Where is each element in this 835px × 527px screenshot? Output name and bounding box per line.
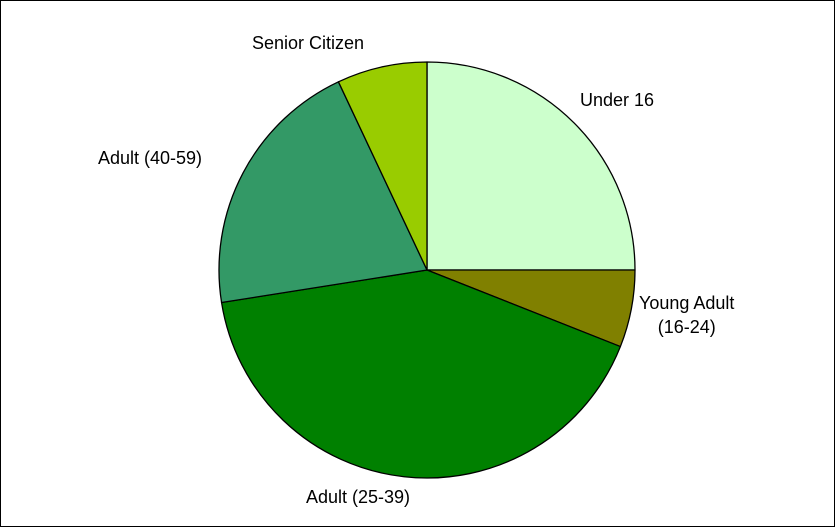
pie-slice-adult-40-59	[218, 81, 428, 304]
slice-label-senior-citizen: Senior Citizen	[252, 31, 364, 55]
slice-label-adult-40-59: Adult (40-59)	[98, 146, 202, 170]
slice-label-adult-25-39: Adult (25-39)	[306, 485, 410, 509]
slice-label-senior-citizen-line-1: Senior Citizen	[252, 33, 365, 53]
slice-label-adult-40-59-line-1: Adult (40-59)	[98, 148, 203, 168]
slice-label-young-adult-line-1: Young Adult	[639, 293, 735, 313]
slice-label-young-adult-line-2: (16-24)	[657, 317, 716, 338]
pie-slice-under-16	[426, 61, 636, 271]
slice-label-under-16-line-1: Under 16	[580, 90, 655, 110]
slice-label-young-adult: Young Adult (16-24)	[639, 291, 734, 340]
pie-slice-adult-25-39	[220, 269, 622, 479]
slice-label-under-16: Under 16	[580, 88, 654, 112]
slice-label-adult-25-39-line-1: Adult (25-39)	[306, 487, 411, 507]
pie-slice-senior-citizen	[337, 61, 428, 271]
